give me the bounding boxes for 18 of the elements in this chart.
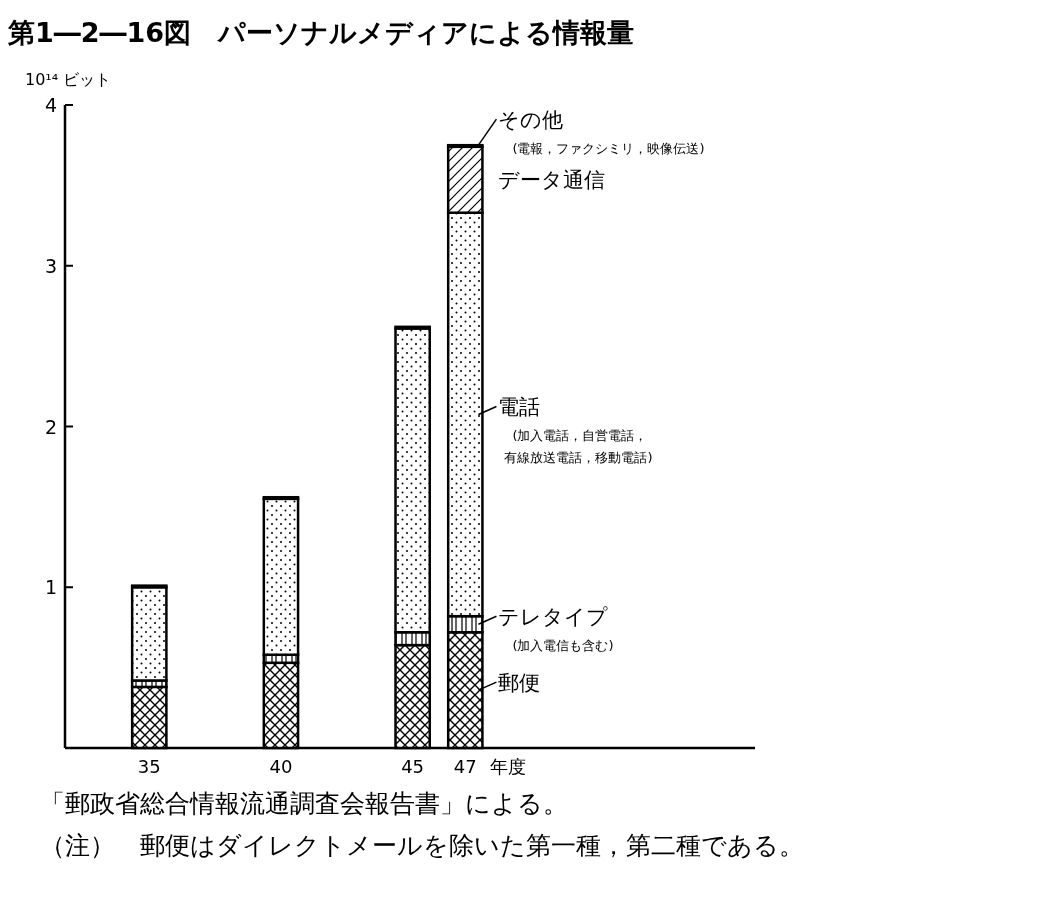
chart-title: 第1―2―16図 パーソナルメディアによる情報量 bbox=[7, 17, 635, 48]
series-label: 電話 (加入電話，自営電話，有線放送電話，移動電話) bbox=[498, 395, 653, 466]
y-tick-label: 2 bbox=[44, 415, 57, 438]
x-tick-label: 47 bbox=[453, 756, 477, 777]
series-label: テレタイプ (加入電信も含む) bbox=[498, 605, 614, 654]
y-tick-label: 4 bbox=[44, 94, 57, 116]
x-axis-title: 年度 bbox=[490, 756, 527, 777]
series-label: 郵便 bbox=[498, 671, 541, 696]
x-tick-label: 35 bbox=[137, 756, 161, 777]
series-label: その他 (電報，ファクシミリ，映像伝送) bbox=[498, 108, 705, 157]
y-axis-title: 10¹⁴ ビット bbox=[25, 70, 112, 89]
text: 「郵政省総合情報流通調査会報告書」による。 bbox=[40, 789, 568, 818]
series-label: データ通信 bbox=[498, 168, 606, 193]
text: （注） 郵便はダイレクトメールを除いた第一種，第二種である。 bbox=[40, 831, 804, 860]
y-tick-label: 3 bbox=[44, 254, 57, 277]
x-tick-label: 45 bbox=[401, 756, 425, 777]
y-tick-label: 1 bbox=[44, 576, 57, 599]
x-tick-label: 40 bbox=[269, 756, 293, 777]
